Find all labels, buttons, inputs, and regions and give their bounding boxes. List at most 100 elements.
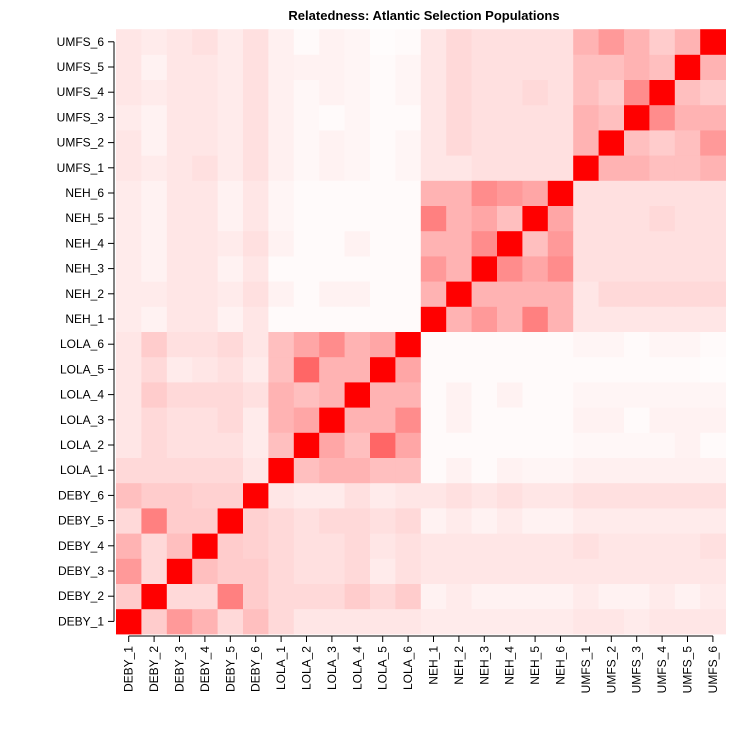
heatmap-cell-LOLA_6-LOLA_2 xyxy=(293,331,320,358)
heatmap-cell-UMFS_3-UMFS_5 xyxy=(674,104,701,131)
heatmap-cell-LOLA_2-NEH_3 xyxy=(471,432,498,458)
heatmap-cell-NEH_1-LOLA_5 xyxy=(370,306,396,332)
heatmap-cell-UMFS_3-DEBY_1 xyxy=(116,104,142,131)
heatmap-cell-DEBY_3-LOLA_6 xyxy=(395,558,422,584)
heatmap-cell-UMFS_3-NEH_5 xyxy=(522,104,549,131)
heatmap-cell-NEH_1-DEBY_6 xyxy=(243,306,269,332)
heatmap-cell-UMFS_2-LOLA_4 xyxy=(344,130,371,156)
heatmap-cell-NEH_1-UMFS_2 xyxy=(598,306,625,332)
heatmap-cell-DEBY_3-DEBY_2 xyxy=(141,558,168,584)
y-tick-label-UMFS_5: UMFS_5 xyxy=(57,60,105,74)
heatmap-cell-DEBY_6-DEBY_1 xyxy=(116,482,142,509)
heatmap-cell-DEBY_1-NEH_4 xyxy=(497,608,523,635)
heatmap-cell-DEBY_3-NEH_4 xyxy=(497,558,523,584)
heatmap-cell-NEH_1-DEBY_1 xyxy=(116,306,142,332)
heatmap-cell-UMFS_1-UMFS_2 xyxy=(598,155,625,181)
heatmap-cell-NEH_5-LOLA_3 xyxy=(319,205,345,232)
heatmap-cell-UMFS_4-NEH_1 xyxy=(420,79,447,106)
heatmap-cell-LOLA_1-LOLA_5 xyxy=(370,457,396,484)
heatmap-cell-DEBY_5-UMFS_5 xyxy=(674,508,701,534)
heatmap-cell-LOLA_5-UMFS_4 xyxy=(649,356,676,383)
heatmap-cell-UMFS_2-UMFS_3 xyxy=(624,130,650,156)
heatmap-cell-LOLA_2-UMFS_3 xyxy=(624,432,650,458)
heatmap-cell-LOLA_2-LOLA_1 xyxy=(268,432,295,458)
heatmap-cell-DEBY_5-NEH_6 xyxy=(547,508,574,534)
heatmap-cell-NEH_4-UMFS_5 xyxy=(674,230,701,257)
heatmap-cell-UMFS_5-NEH_5 xyxy=(522,54,549,80)
x-tick-label-NEH_5: NEH_5 xyxy=(528,646,542,685)
heatmap-cell-LOLA_3-LOLA_3 xyxy=(319,407,345,433)
heatmap-cell-LOLA_1-DEBY_6 xyxy=(243,457,269,484)
heatmap-cell-LOLA_3-DEBY_2 xyxy=(141,407,168,433)
heatmap-cell-LOLA_5-UMFS_1 xyxy=(573,356,599,383)
heatmap-cell-NEH_5-DEBY_5 xyxy=(217,205,244,232)
heatmap-cell-NEH_5-LOLA_6 xyxy=(395,205,422,232)
heatmap-cell-DEBY_4-NEH_6 xyxy=(547,533,574,559)
heatmap-cell-LOLA_5-NEH_6 xyxy=(547,356,574,383)
heatmap-cell-DEBY_4-LOLA_2 xyxy=(293,533,320,559)
y-tick-label-NEH_6: NEH_6 xyxy=(65,186,104,200)
heatmap-cell-UMFS_3-LOLA_2 xyxy=(293,104,320,131)
heatmap-cell-UMFS_3-UMFS_6 xyxy=(700,104,726,131)
heatmap-cell-LOLA_6-UMFS_3 xyxy=(624,331,650,358)
heatmap-cell-NEH_2-UMFS_3 xyxy=(624,281,650,307)
heatmap-cell-DEBY_5-UMFS_6 xyxy=(700,508,726,534)
heatmap-cell-LOLA_6-NEH_3 xyxy=(471,331,498,358)
heatmap-cell-NEH_4-UMFS_2 xyxy=(598,230,625,257)
x-tick-label-LOLA_1: LOLA_1 xyxy=(274,646,288,690)
heatmap-cell-NEH_2-NEH_1 xyxy=(420,281,447,307)
heatmap-cell-DEBY_5-LOLA_6 xyxy=(395,508,422,534)
x-tick-label-LOLA_3: LOLA_3 xyxy=(325,646,339,690)
heatmap-cell-UMFS_6-LOLA_1 xyxy=(268,29,295,55)
heatmap-cell-DEBY_2-DEBY_6 xyxy=(243,583,269,610)
heatmap-cell-DEBY_3-NEH_5 xyxy=(522,558,549,584)
heatmap-cell-DEBY_3-LOLA_2 xyxy=(293,558,320,584)
heatmap-cell-NEH_3-DEBY_5 xyxy=(217,256,244,282)
heatmap-cell-LOLA_5-UMFS_2 xyxy=(598,356,625,383)
heatmap-cell-DEBY_3-LOLA_5 xyxy=(370,558,396,584)
heatmap-cell-LOLA_2-LOLA_5 xyxy=(370,432,396,458)
heatmap-cell-LOLA_5-LOLA_4 xyxy=(344,356,371,383)
heatmap-cell-DEBY_4-DEBY_2 xyxy=(141,533,168,559)
heatmap-cell-NEH_1-UMFS_3 xyxy=(624,306,650,332)
heatmap-cell-NEH_4-NEH_6 xyxy=(547,230,574,257)
heatmap-cell-NEH_4-LOLA_4 xyxy=(344,230,371,257)
heatmap-cell-NEH_1-LOLA_1 xyxy=(268,306,295,332)
heatmap-cell-DEBY_5-LOLA_5 xyxy=(370,508,396,534)
heatmap-cell-NEH_2-NEH_3 xyxy=(471,281,498,307)
x-tick-label-LOLA_2: LOLA_2 xyxy=(300,646,314,690)
heatmap-cell-UMFS_5-NEH_2 xyxy=(446,54,472,80)
heatmap-cell-UMFS_4-LOLA_1 xyxy=(268,79,295,106)
heatmap-cell-DEBY_2-DEBY_3 xyxy=(166,583,193,610)
heatmap-cell-LOLA_2-NEH_1 xyxy=(420,432,447,458)
heatmap-cell-UMFS_2-LOLA_1 xyxy=(268,130,295,156)
heatmap-cell-NEH_6-DEBY_3 xyxy=(166,180,193,206)
heatmap-cell-DEBY_3-DEBY_6 xyxy=(243,558,269,584)
heatmap-cell-UMFS_2-NEH_4 xyxy=(497,130,523,156)
heatmap-cell-DEBY_6-DEBY_5 xyxy=(217,482,244,509)
heatmap-cell-NEH_1-DEBY_5 xyxy=(217,306,244,332)
heatmap-cell-UMFS_3-LOLA_6 xyxy=(395,104,422,131)
heatmap-cell-LOLA_3-UMFS_2 xyxy=(598,407,625,433)
heatmap-cell-UMFS_2-DEBY_1 xyxy=(116,130,142,156)
heatmap-cell-UMFS_4-DEBY_2 xyxy=(141,79,168,106)
heatmap-cell-LOLA_1-LOLA_3 xyxy=(319,457,345,484)
heatmap-cell-NEH_1-NEH_2 xyxy=(446,306,472,332)
heatmap-cell-DEBY_1-UMFS_6 xyxy=(700,608,726,635)
y-tick-label-DEBY_3: DEBY_3 xyxy=(58,564,104,578)
heatmap-cell-NEH_4-NEH_4 xyxy=(497,230,523,257)
heatmap-cell-NEH_6-NEH_1 xyxy=(420,180,447,206)
heatmap-cell-NEH_5-LOLA_2 xyxy=(293,205,320,232)
heatmap-cell-LOLA_6-NEH_1 xyxy=(420,331,447,358)
heatmap-cell-LOLA_1-DEBY_1 xyxy=(116,457,142,484)
heatmap-cell-NEH_2-NEH_6 xyxy=(547,281,574,307)
x-axis: DEBY_1 DEBY_2 DEBY_3 DEBY_4 DEBY_5 DEBY_6 LOLA… xyxy=(122,635,720,693)
heatmap-cell-LOLA_6-DEBY_4 xyxy=(192,331,218,358)
heatmap-cell-DEBY_6-NEH_1 xyxy=(420,482,447,509)
heatmap-cell-DEBY_6-NEH_5 xyxy=(522,482,549,509)
heatmap-cell-NEH_5-DEBY_3 xyxy=(166,205,193,232)
heatmap-cell-UMFS_5-DEBY_4 xyxy=(192,54,218,80)
heatmap-cell-NEH_3-LOLA_2 xyxy=(293,256,320,282)
heatmap-cell-LOLA_4-DEBY_5 xyxy=(217,382,244,408)
heatmap-cell-LOLA_5-DEBY_1 xyxy=(116,356,142,383)
